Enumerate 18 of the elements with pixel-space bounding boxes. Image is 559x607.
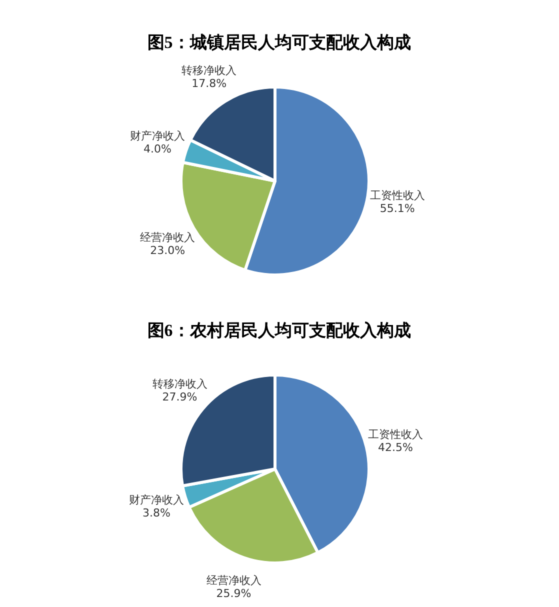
data-label: 17.8% (192, 76, 227, 90)
data-label: 25.9% (216, 586, 252, 600)
slice-label: 经营净收入 (140, 231, 196, 244)
slice-label: 转移净收入 (152, 378, 208, 391)
slice-label: 财产净收入 (130, 129, 186, 142)
slice-label: 转移净收入 (182, 64, 237, 77)
chart-title: 图6：农村居民人均可支配收入构成 (147, 321, 411, 340)
chart-title: 图5：城镇居民人均可支配收入构成 (147, 33, 411, 52)
data-label: 55.1% (380, 202, 415, 215)
slice-label: 财产净收入 (129, 494, 184, 507)
data-label: 42.5% (378, 440, 414, 454)
slice-label: 工资性收入 (368, 428, 424, 441)
slice-label: 经营净收入 (206, 574, 262, 587)
slice-label: 工资性收入 (370, 188, 425, 202)
data-label: 3.8% (142, 506, 171, 520)
data-label: 4.0% (144, 142, 172, 156)
data-label: 27.9% (162, 390, 198, 404)
data-label: 23.0% (150, 244, 186, 257)
